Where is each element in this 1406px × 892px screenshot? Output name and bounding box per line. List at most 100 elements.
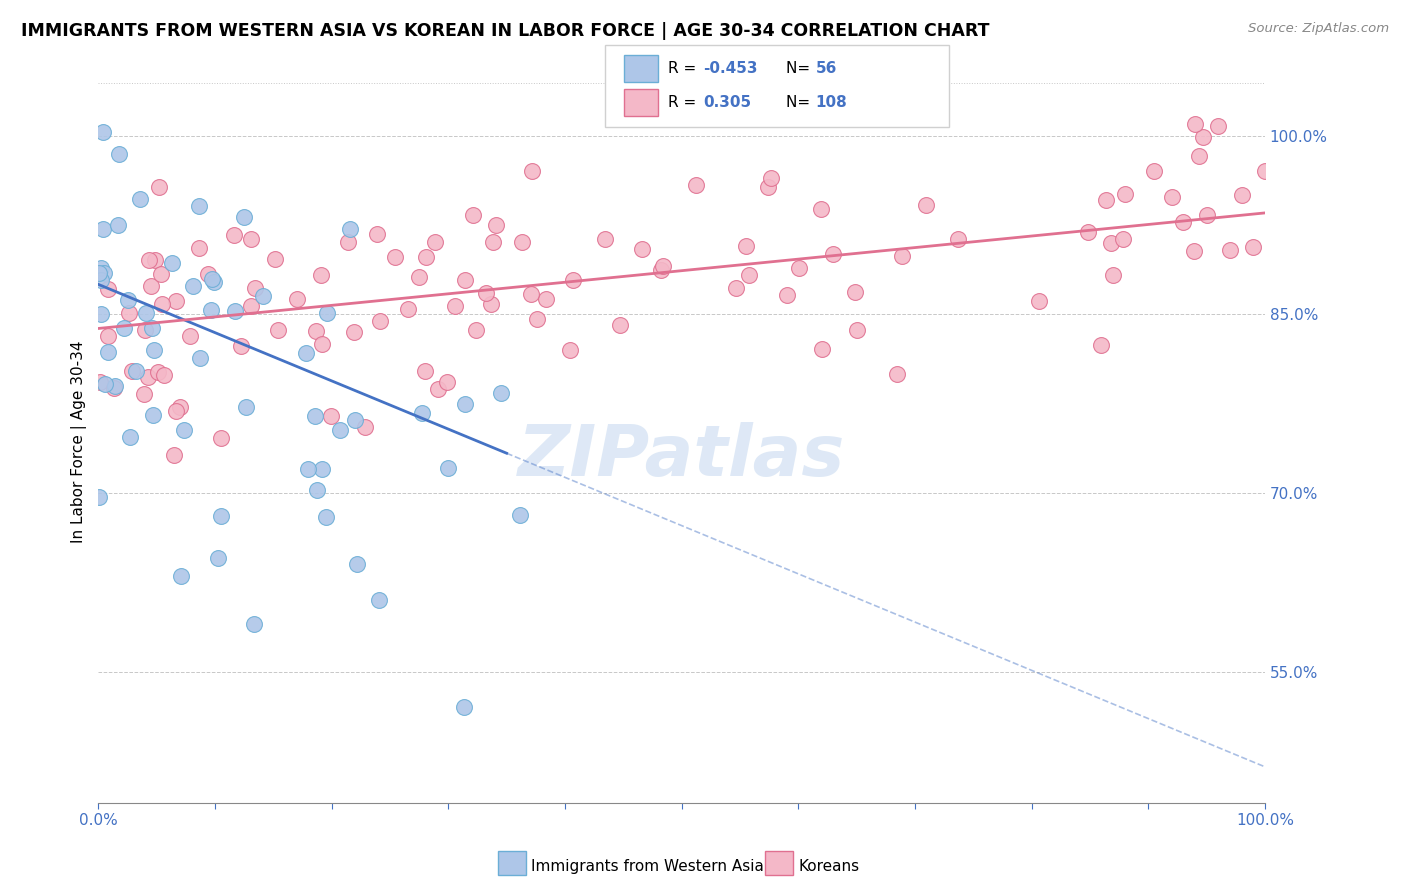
Point <box>465 323 488 337</box>
Point <box>534 292 557 306</box>
Text: ZIPatlas: ZIPatlas <box>517 422 845 491</box>
Point <box>224 228 246 243</box>
Point <box>97 282 120 296</box>
Point <box>112 321 135 335</box>
Point <box>485 219 508 233</box>
Point <box>1173 215 1195 229</box>
Point <box>103 382 125 396</box>
Point <box>474 286 496 301</box>
Text: N=: N= <box>786 62 815 76</box>
Point <box>482 235 505 250</box>
Point <box>609 318 631 333</box>
Text: 56: 56 <box>815 62 837 76</box>
Point <box>107 219 129 233</box>
Point <box>97 329 120 343</box>
Point <box>1114 187 1136 202</box>
Point <box>135 305 157 319</box>
Point <box>315 509 337 524</box>
Point <box>1219 243 1241 257</box>
Point <box>304 409 326 424</box>
Point <box>509 508 531 522</box>
Point <box>343 412 366 426</box>
Point <box>89 375 111 389</box>
Point <box>454 273 477 287</box>
Point <box>165 293 187 308</box>
Point <box>463 208 485 222</box>
Point <box>411 406 433 420</box>
Point <box>108 146 131 161</box>
Point <box>87 490 110 504</box>
Point <box>339 221 361 235</box>
Point <box>187 241 209 255</box>
Point <box>593 232 616 246</box>
Point <box>117 293 139 308</box>
Point <box>118 306 141 320</box>
Point <box>297 462 319 476</box>
Point <box>426 382 449 396</box>
Point <box>444 299 467 313</box>
Point <box>125 364 148 378</box>
Point <box>90 273 112 287</box>
Point <box>558 343 581 357</box>
Point <box>153 368 176 382</box>
Point <box>229 339 252 353</box>
Point <box>425 235 447 249</box>
Point <box>489 385 512 400</box>
Point <box>759 171 782 186</box>
Point <box>321 409 343 423</box>
Point <box>1028 293 1050 308</box>
Point <box>311 337 333 351</box>
Point <box>1241 240 1264 254</box>
Point <box>207 551 229 566</box>
Point <box>197 267 219 281</box>
Point <box>1077 225 1099 239</box>
Point <box>121 364 143 378</box>
Point <box>143 253 166 268</box>
Point <box>886 367 908 381</box>
Point <box>160 255 183 269</box>
Point <box>233 210 256 224</box>
Point <box>408 270 430 285</box>
Point <box>526 312 548 326</box>
Point <box>776 287 799 301</box>
Point <box>315 305 337 319</box>
Point <box>266 323 288 337</box>
Point <box>304 324 326 338</box>
Point <box>311 462 333 476</box>
Point <box>294 346 316 360</box>
Point <box>87 266 110 280</box>
Point <box>202 275 225 289</box>
Point <box>90 307 112 321</box>
Point <box>148 180 170 194</box>
Point <box>724 281 747 295</box>
Point <box>522 164 544 178</box>
Point <box>436 375 458 389</box>
Text: 0.305: 0.305 <box>703 95 751 110</box>
Point <box>453 397 475 411</box>
Point <box>479 297 502 311</box>
Point <box>224 304 246 318</box>
Point <box>141 279 163 293</box>
Point <box>93 266 115 280</box>
Point <box>150 297 173 311</box>
Point <box>1206 120 1229 134</box>
Text: N=: N= <box>786 95 815 110</box>
Point <box>453 700 475 714</box>
Point <box>823 247 845 261</box>
Point <box>368 593 391 607</box>
Point <box>1143 163 1166 178</box>
Point <box>1254 164 1277 178</box>
Point <box>562 273 585 287</box>
Point <box>1192 130 1215 145</box>
Point <box>810 202 832 216</box>
Point <box>685 178 707 192</box>
Point <box>201 272 224 286</box>
Point <box>132 387 155 401</box>
Point <box>264 252 287 267</box>
Point <box>651 259 673 273</box>
Point <box>1230 188 1253 202</box>
Point <box>243 616 266 631</box>
Point <box>396 301 419 316</box>
Text: Immigrants from Western Asia: Immigrants from Western Asia <box>531 859 765 873</box>
Point <box>413 363 436 377</box>
